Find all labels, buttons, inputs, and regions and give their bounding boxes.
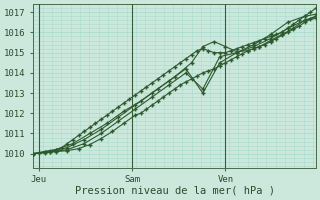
X-axis label: Pression niveau de la mer( hPa ): Pression niveau de la mer( hPa ) xyxy=(75,186,275,196)
